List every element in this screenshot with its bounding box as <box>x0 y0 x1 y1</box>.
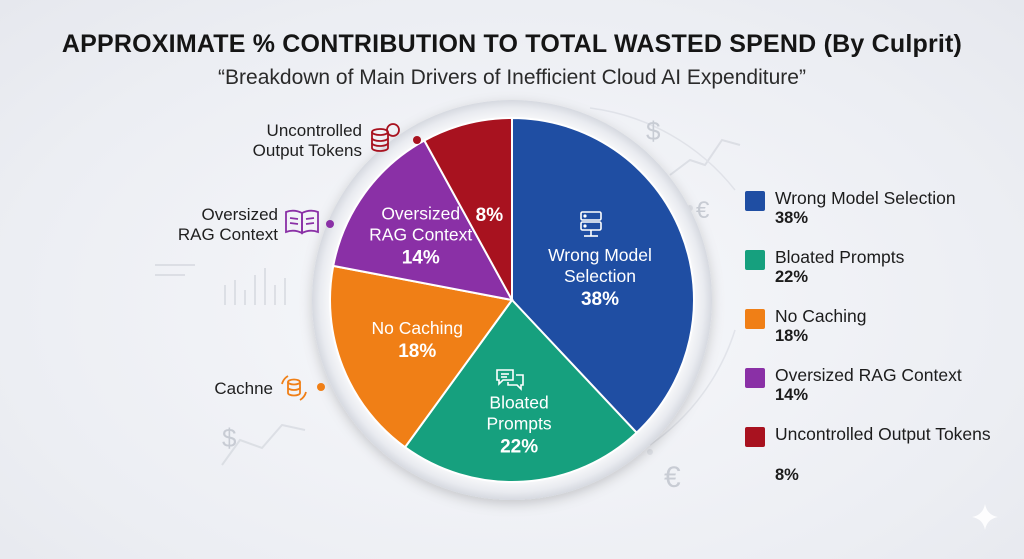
legend-label: Wrong Model Selection <box>775 188 956 208</box>
callout-uncontrolled-line2: Output Tokens <box>252 141 362 160</box>
server-icon <box>580 211 602 237</box>
callout-cache: Cachne <box>190 379 273 399</box>
legend-label: Uncontrolled Output Tokens <box>775 424 991 444</box>
legend-item: Oversized RAG Context 14% <box>745 365 1015 424</box>
callout-uncontrolled: Uncontrolled Output Tokens <box>205 121 362 161</box>
slice-value-label: 22% <box>500 437 538 458</box>
book-icon <box>285 209 319 235</box>
dollar-sign-decor: $ <box>222 423 237 453</box>
pie-slice-oversized-rag-context <box>332 139 514 302</box>
background-decor <box>155 107 741 466</box>
callout-cache-line1: Cachne <box>214 379 273 398</box>
legend-value: 14% <box>775 386 809 404</box>
trend-line-decor-right <box>669 138 741 176</box>
dollar-sign-decor: $ <box>646 116 661 146</box>
sparkle-icon <box>972 504 998 530</box>
trend-line-decor-left <box>221 423 306 466</box>
legend-swatch <box>745 191 765 211</box>
legend-value: 38% <box>775 209 809 227</box>
slice-value-label: 8% <box>476 205 504 226</box>
legend-value: 8% <box>775 466 799 484</box>
callout-uncontrolled-line1: Uncontrolled <box>266 121 362 140</box>
legend-item: Bloated Prompts 22% <box>745 247 1015 306</box>
slice-value-label: 18% <box>398 341 436 362</box>
euro-sign-decor: € <box>664 461 681 494</box>
ring-arc-decor <box>589 107 736 191</box>
bar-sparkline-decor <box>155 264 286 305</box>
slice-label: Wrong Model <box>548 245 652 265</box>
pie-slice-bloated-prompts <box>403 298 639 483</box>
chart-title: APPROXIMATE % CONTRIBUTION TO TOTAL WAST… <box>61 30 963 58</box>
callout-dot-cache <box>317 383 325 391</box>
legend-swatch <box>745 368 765 388</box>
database-refresh-icon <box>281 375 307 401</box>
legend-item: No Caching 18% <box>745 306 1015 365</box>
slice-label: Oversized <box>381 204 460 224</box>
slice-label: RAG Context <box>369 225 472 245</box>
pie-slices <box>329 116 695 483</box>
pie-slice-uncontrolled-output-tokens <box>422 116 513 301</box>
legend-label: Bloated Prompts <box>775 247 905 267</box>
legend-label: No Caching <box>775 306 867 326</box>
coins-icon <box>371 123 400 152</box>
legend-swatch <box>745 309 765 329</box>
callout-dot-rag <box>326 220 334 228</box>
slice-label: Selection <box>564 266 636 286</box>
chat-icon <box>496 369 524 391</box>
callout-rag-line2: RAG Context <box>177 225 278 244</box>
callout-dot-uncontrolled <box>413 136 421 144</box>
chart-subtitle: “Breakdown of Main Drivers of Inefficien… <box>218 66 806 89</box>
callout-rag: Oversized RAG Context <box>150 205 278 245</box>
chart-legend: Wrong Model Selection 38% Bloated Prompts 2… <box>745 188 1015 504</box>
slice-label: Prompts <box>487 414 552 434</box>
decor-dot <box>647 449 653 455</box>
legend-item: Uncontrolled Output Tokens 8% <box>745 424 1015 504</box>
callout-rag-line1: Oversized <box>201 205 278 224</box>
slice-label: Bloated <box>489 393 548 413</box>
pie-slice-no-caching <box>329 264 514 449</box>
ring-arc-decor-2 <box>649 329 736 446</box>
legend-value: 22% <box>775 268 809 286</box>
legend-swatch <box>745 427 765 447</box>
euro-sign-decor: € <box>696 197 710 224</box>
pie-slice-wrong-model-selection <box>511 116 695 435</box>
slice-value-label: 38% <box>581 289 619 310</box>
legend-value: 18% <box>775 327 809 345</box>
legend-item: Wrong Model Selection 38% <box>745 188 1015 247</box>
slice-label: No Caching <box>372 318 463 338</box>
slice-value-label: 14% <box>402 248 440 269</box>
legend-swatch <box>745 250 765 270</box>
legend-label: Oversized RAG Context <box>775 365 962 385</box>
